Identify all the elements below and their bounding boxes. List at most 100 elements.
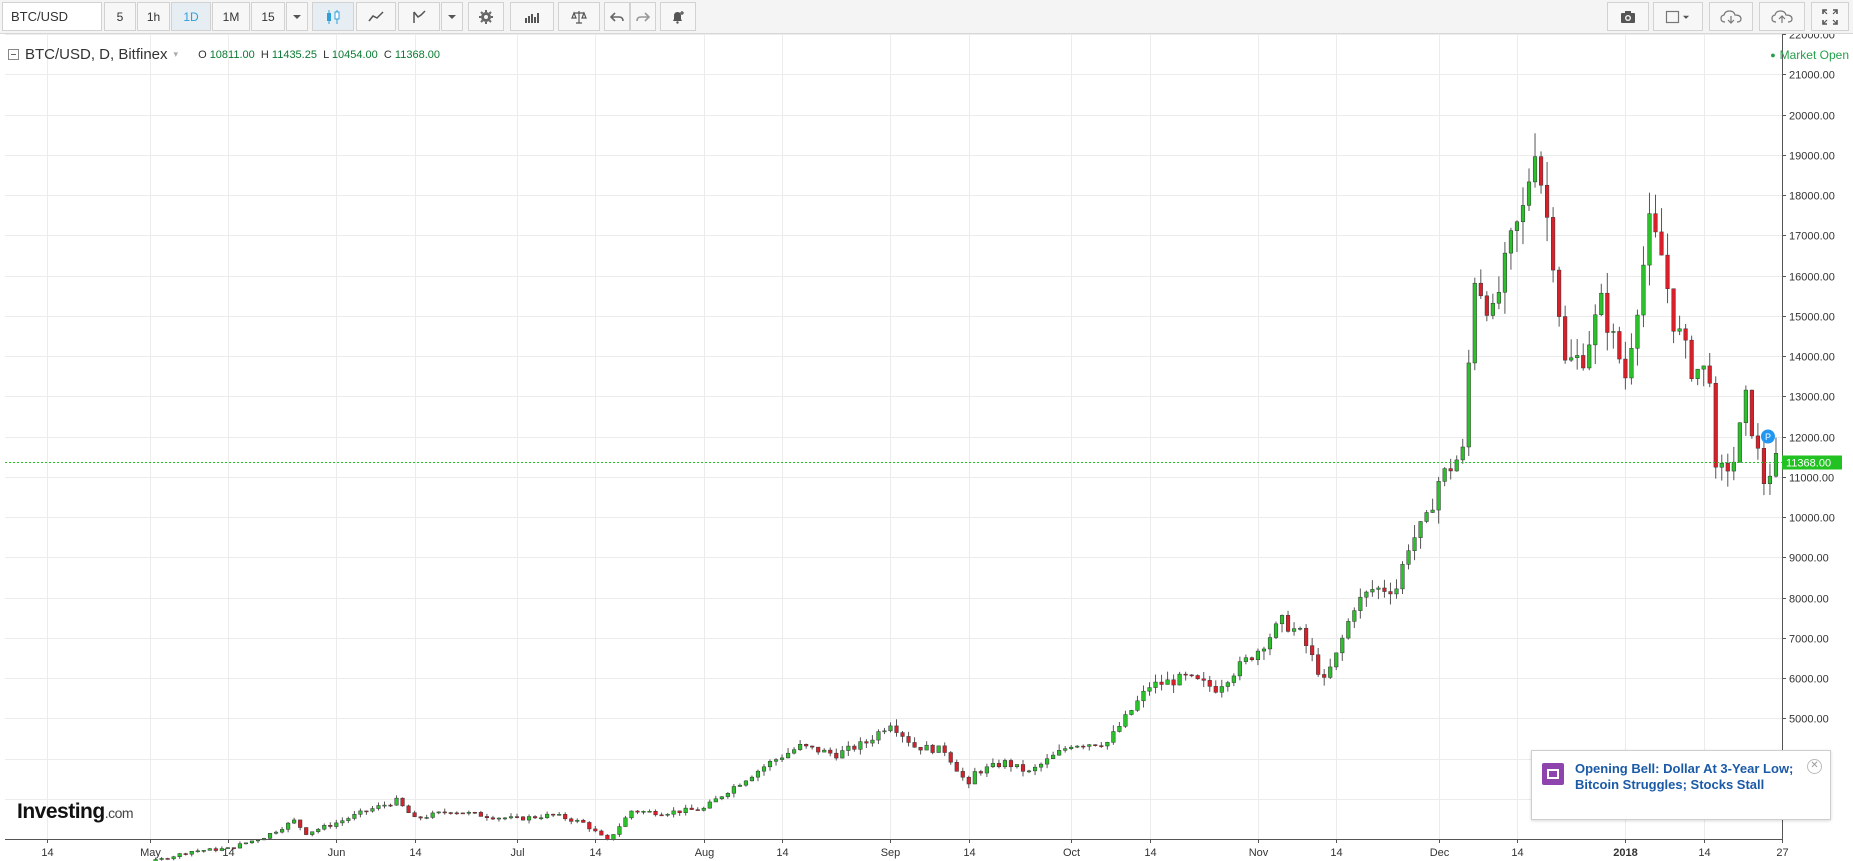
candle-body <box>1442 468 1447 482</box>
event-marker-label: P <box>1765 432 1771 442</box>
candle-body <box>1243 657 1248 662</box>
candle-body <box>298 819 303 828</box>
candle-body <box>1117 726 1122 732</box>
interval-1d-button[interactable]: 1D <box>171 2 211 31</box>
news-popup[interactable]: Opening Bell: Dollar At 3-Year Low; Bitc… <box>1531 750 1831 820</box>
interval-1m-button[interactable]: 1M <box>212 2 250 31</box>
candle-body <box>346 818 351 821</box>
y-tick-label: 13000.00 <box>1789 392 1835 404</box>
candle-body <box>1593 314 1598 346</box>
candle-body <box>1569 357 1574 361</box>
candle-body <box>617 826 622 835</box>
candle-body <box>1502 252 1507 293</box>
candle-body <box>490 817 495 820</box>
screenshot-button[interactable] <box>1607 2 1649 31</box>
chart-area[interactable]: 3000.004000.005000.006000.007000.008000.… <box>0 34 1853 861</box>
symbol-search-input[interactable]: BTC/USD <box>2 2 102 31</box>
close-icon[interactable]: ✕ <box>1807 759 1822 774</box>
candle-body <box>918 746 923 751</box>
candle-body <box>1129 710 1134 715</box>
candle-body <box>701 807 706 811</box>
price-chart[interactable]: 3000.004000.005000.006000.007000.008000.… <box>0 34 1853 861</box>
candle-body <box>1575 355 1580 359</box>
candle-body <box>822 749 827 753</box>
candle-body <box>219 848 224 851</box>
price-axis[interactable]: 3000.004000.005000.006000.007000.008000.… <box>1782 34 1853 861</box>
candle-body <box>990 763 995 768</box>
candle-body <box>1352 610 1357 622</box>
compare-button[interactable] <box>558 2 600 31</box>
load-chart-button[interactable] <box>1709 2 1753 31</box>
candle-body <box>1358 596 1363 611</box>
candle-body <box>599 830 604 836</box>
news-headline[interactable]: Opening Bell: Dollar At 3-Year Low; Bitc… <box>1575 761 1794 792</box>
candle-body <box>1273 623 1279 638</box>
candle-body <box>1255 650 1260 661</box>
collapse-legend-icon[interactable] <box>8 49 19 60</box>
line-chart-type-button[interactable] <box>356 2 396 31</box>
undo-button[interactable] <box>604 2 630 31</box>
x-tick-label: Sep <box>881 847 901 859</box>
candle-body <box>557 814 562 816</box>
settings-button[interactable] <box>468 2 504 31</box>
candle-body <box>1773 453 1779 477</box>
chevron-down-icon <box>448 14 456 19</box>
candle-body <box>1057 750 1062 756</box>
redo-icon <box>636 11 651 22</box>
chart-legend: BTC/USD, D, Bitfinex ▾ O 10811.00 H 1143… <box>8 46 440 63</box>
save-chart-button[interactable] <box>1759 2 1805 31</box>
candle-body <box>1659 231 1664 256</box>
candle-body <box>177 853 182 857</box>
candle-body <box>1406 550 1411 565</box>
candle-body <box>520 816 526 821</box>
candle-body <box>472 812 477 814</box>
candle-body <box>1237 661 1242 677</box>
x-tick-label: 14 <box>963 847 975 859</box>
candle-body <box>695 809 700 811</box>
candle-body <box>1231 675 1236 683</box>
interval-dropdown-button[interactable] <box>286 2 308 31</box>
candle-body <box>358 810 363 815</box>
studies-button[interactable] <box>510 2 554 31</box>
chevron-down-icon <box>293 14 301 19</box>
candlestick-icon <box>327 9 340 24</box>
candle-body <box>858 741 863 750</box>
candle-body <box>563 814 568 820</box>
candle-body <box>1201 678 1206 681</box>
candle-body <box>1249 657 1254 661</box>
interval-1h-button[interactable]: 1h <box>137 2 170 31</box>
indicators-dropdown-button[interactable] <box>441 2 463 31</box>
candle-body <box>1153 681 1158 688</box>
candle-body <box>1496 292 1501 304</box>
candle-body <box>183 853 188 855</box>
time-axis[interactable]: 14 May 14 Jun 14 Jul 14 Aug 14 Sep 14 Oct 14 Nov 14 Dec… <box>5 839 1789 859</box>
candle-body <box>394 797 399 806</box>
candle-body <box>912 742 917 748</box>
candle-body <box>1316 654 1321 675</box>
alert-button[interactable] <box>660 2 696 31</box>
candle-body <box>1298 628 1303 630</box>
y-tick-label: 9000.00 <box>1789 553 1829 565</box>
candle-body <box>1087 744 1092 747</box>
candle-body <box>527 816 532 821</box>
layout-button[interactable] <box>1653 2 1703 31</box>
candle-body <box>1695 368 1700 379</box>
candle-body <box>942 745 947 753</box>
candle-body <box>292 819 297 824</box>
interval-5-button[interactable]: 5 <box>104 2 136 31</box>
candle-body <box>1581 355 1586 369</box>
candles-chart-type-button[interactable] <box>312 2 354 31</box>
candle-body <box>1093 744 1098 746</box>
candle-body <box>1719 462 1724 468</box>
candle-body <box>539 817 544 820</box>
candle-body <box>388 804 393 807</box>
candle-body <box>707 801 712 809</box>
chart-grid <box>5 34 1783 839</box>
redo-button[interactable] <box>630 2 656 31</box>
fullscreen-button[interactable] <box>1811 2 1849 31</box>
legend-dropdown-icon[interactable]: ▾ <box>173 49 179 59</box>
indicators-button[interactable] <box>398 2 440 31</box>
interval-15-button[interactable]: 15 <box>251 2 285 31</box>
x-tick-label: 14 <box>1144 847 1156 859</box>
x-tick-label: 14 <box>1330 847 1342 859</box>
